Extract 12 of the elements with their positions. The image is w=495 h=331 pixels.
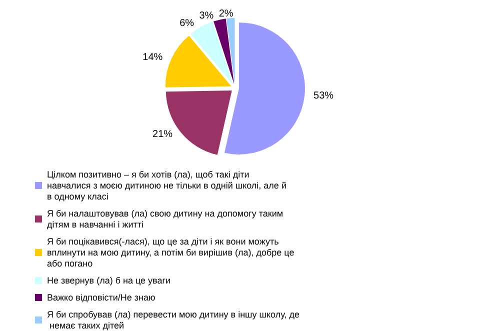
- data-label: 3%: [199, 10, 214, 22]
- data-label: 6%: [180, 18, 194, 29]
- legend-label: Цілком позитивно – я би хотів (ла), щоб такі діти навчалися з моєю дитиною не тільки в одній школі, але й в одному класі: [47, 170, 289, 202]
- legend-label: Я би налаштовував (ла) свою дитину на допомогу таким дітям в навчанні і житті: [47, 208, 286, 230]
- data-label: 21%: [152, 129, 173, 140]
- data-label: 2%: [218, 8, 234, 20]
- data-label: 14%: [142, 52, 163, 63]
- legend-label: Важко відповісти/Не знаю: [47, 292, 156, 302]
- legend-label: Не звернув (ла) б на це уваги: [47, 276, 171, 286]
- legend-label: Я би спробував (ла) перевести мою дитину в іншу школу, де немає таких дітей: [47, 310, 300, 330]
- data-label: 53%: [314, 90, 334, 102]
- legend-label: Я би поцікавився(-лася), що це за діти і як вони можуть вплинути на мою дитину, а потім би вирішив (ла), добре це або погано: [47, 236, 297, 268]
